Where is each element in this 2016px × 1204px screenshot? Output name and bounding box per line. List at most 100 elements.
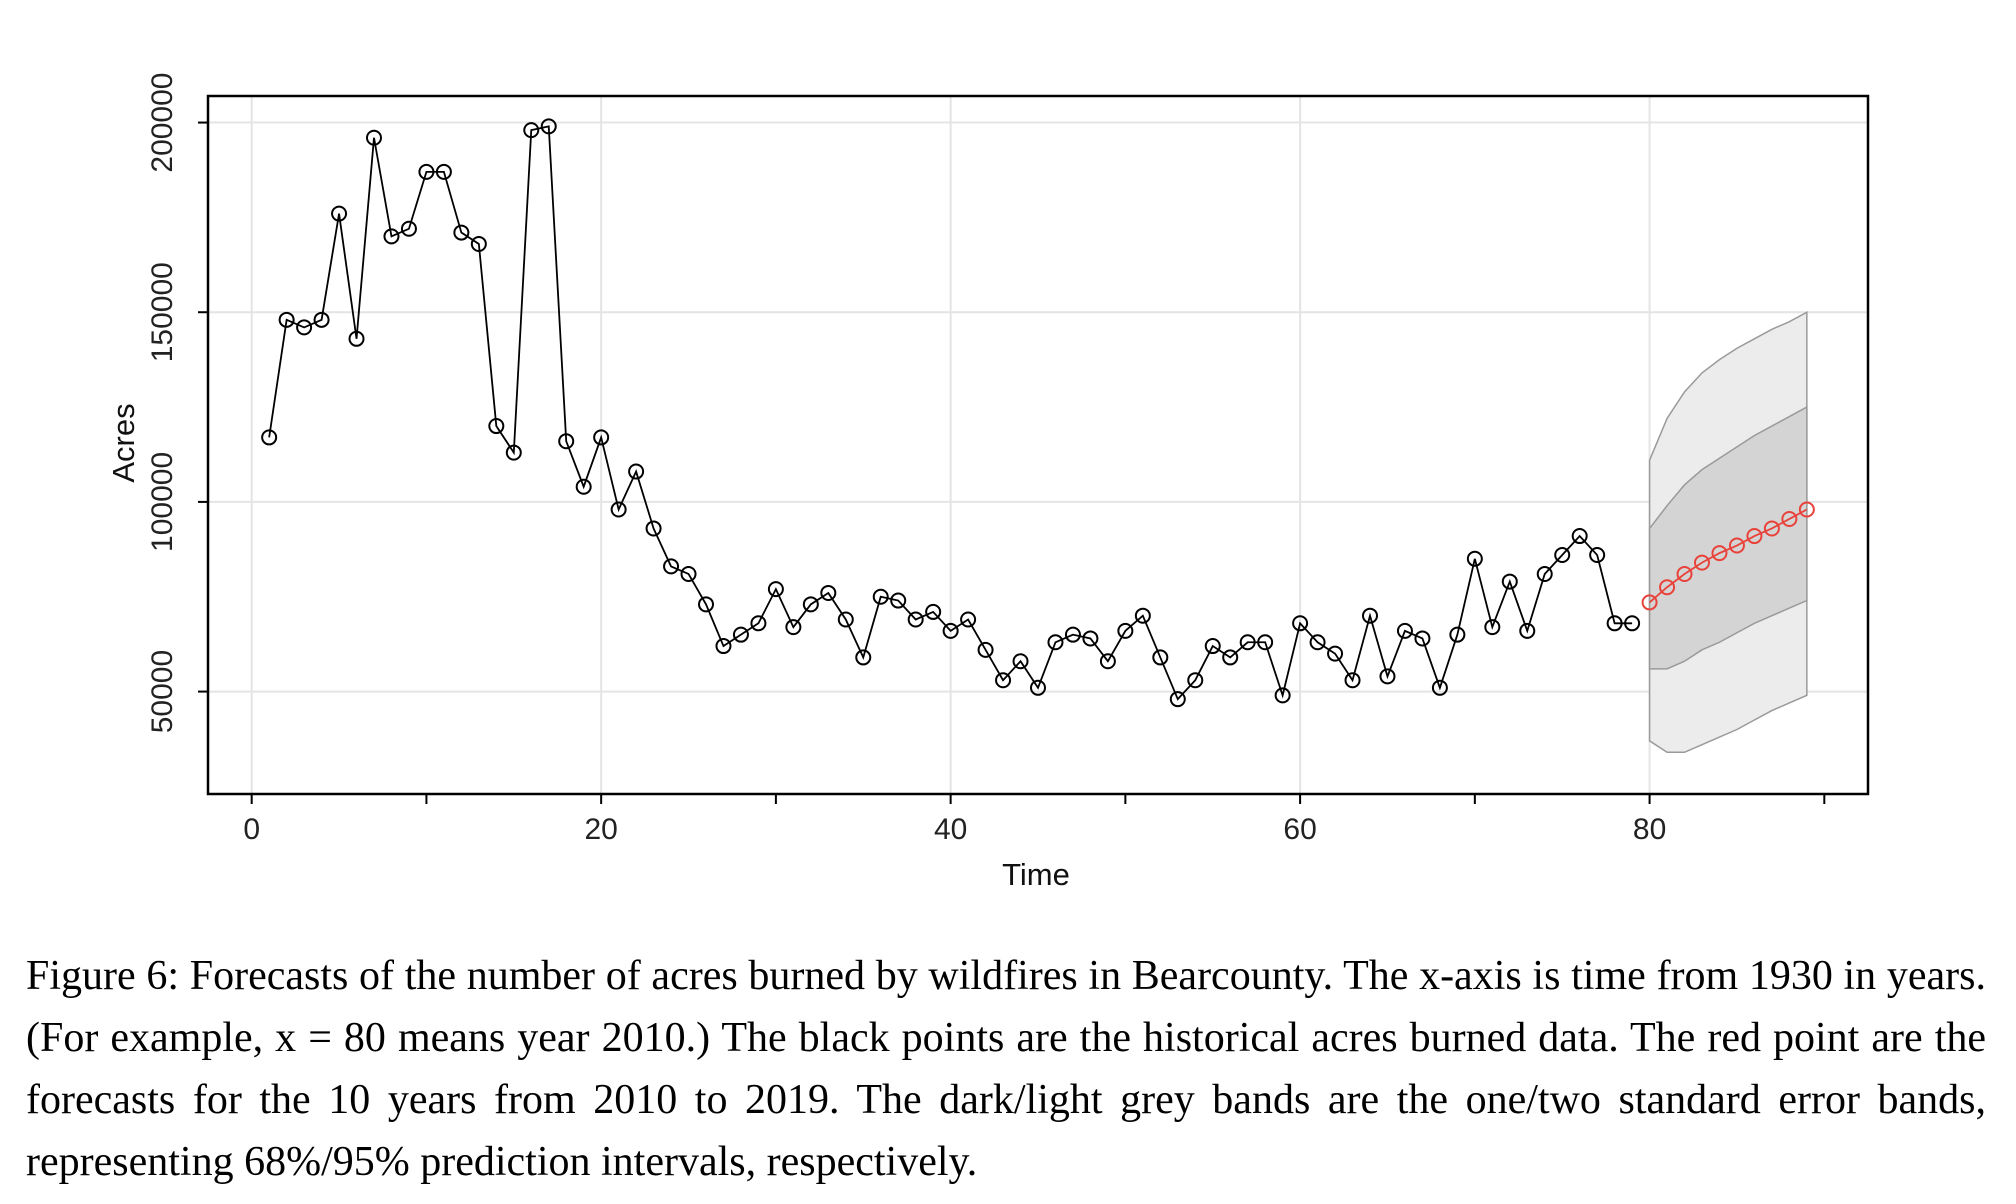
historical-point [1309,634,1326,651]
historical-point [872,588,889,605]
historical-point [732,626,749,643]
historical-point [1327,645,1344,662]
historical-point [698,596,714,613]
x-axis: 0 20 40 60 80 [243,794,1826,846]
figure-caption: Figure 6: Forecasts of the number of acr… [26,953,1986,1185]
historical-point [1624,615,1641,632]
historical-point [785,619,802,636]
historical-point [348,330,365,347]
historical-point [1589,547,1606,564]
historical-point [855,649,872,666]
historical-point [1099,653,1116,670]
historical-point [837,611,854,628]
historical-point [890,592,907,609]
historical-point [1554,547,1571,564]
y-tick-label: 150000 [146,262,179,362]
historical-point [366,129,382,146]
historical-point [1466,550,1483,567]
historical-point [820,584,837,601]
historical-point [435,163,452,180]
historical-point [750,615,767,632]
error-bands [1648,310,1808,754]
forecast-point [1763,520,1780,537]
y-axis: 50000 100000 150000 200000 [146,72,208,733]
forecast-point [1728,537,1745,554]
historical-point [1204,638,1221,655]
historical-point [1606,615,1623,632]
historical-point [1484,619,1501,636]
historical-point [1396,622,1413,639]
historical-point [1152,649,1169,666]
historical-point [715,638,732,655]
historical-point [645,520,662,537]
forecast-point [1641,594,1658,611]
historical-point [1012,653,1029,670]
historical-point [400,220,417,237]
y-tick-label: 100000 [146,452,179,552]
historical-point [418,163,435,180]
historical-point [1414,630,1431,647]
historical-point [925,603,942,620]
forecast-point [1746,528,1763,545]
y-tick-label: 50000 [146,650,179,733]
data-series [261,118,1815,708]
historical-point [1257,634,1274,651]
historical-point [1519,622,1536,639]
historical-point [1449,626,1466,643]
historical-point [1064,626,1081,643]
historical-point [960,611,977,628]
historical-point [313,311,330,328]
forecast-line [1648,508,1808,604]
historical-point [1187,672,1204,689]
historical-point [453,224,470,241]
historical-point [593,429,610,446]
x-tick-label: 80 [1633,813,1666,846]
forecast-point [1659,579,1676,596]
historical-point [1536,565,1553,582]
historical-point [488,418,505,435]
historical-point [1047,634,1064,651]
forecast-point [1694,554,1710,571]
x-tick-label: 20 [584,813,617,846]
forecast-point [1711,545,1728,562]
forecast-point [1781,510,1798,527]
chart-svg: 0 20 40 60 80 50000 100000 150000 200000 Time A… [106,72,1870,892]
historical-point [1344,672,1361,689]
forecast-point [1798,501,1815,518]
historical-point [505,444,522,461]
historical-point [767,581,784,598]
historical-line [268,125,1633,701]
y-tick-label: 200000 [146,72,179,172]
band-one-se [1648,405,1808,670]
historical-point [907,611,924,628]
historical-point [1501,573,1518,590]
historical-point [1431,679,1448,696]
historical-point [383,228,400,245]
historical-point [575,478,592,495]
historical-point [540,118,557,135]
historical-point [1571,528,1588,545]
historical-point [663,558,680,575]
historical-point [1239,634,1256,651]
historical-point [523,122,540,139]
historical-point [802,596,819,613]
forecast-point [1676,565,1693,582]
grid-lines [208,96,1868,794]
historical-point [278,311,295,328]
historical-point [1117,622,1134,639]
historical-point [628,463,645,480]
historical-point [1082,630,1099,647]
historical-point [558,433,575,450]
historical-point [995,672,1012,689]
historical-point [610,501,627,518]
historical-point [1169,691,1186,708]
historical-point [1292,615,1309,632]
historical-point [296,319,313,336]
x-tick-label: 0 [243,813,260,846]
historical-point [1379,668,1396,685]
historical-point [1222,649,1239,666]
historical-point [1030,679,1046,696]
historical-point [942,622,959,639]
historical-point [1362,607,1378,624]
x-tick-label: 40 [934,813,967,846]
